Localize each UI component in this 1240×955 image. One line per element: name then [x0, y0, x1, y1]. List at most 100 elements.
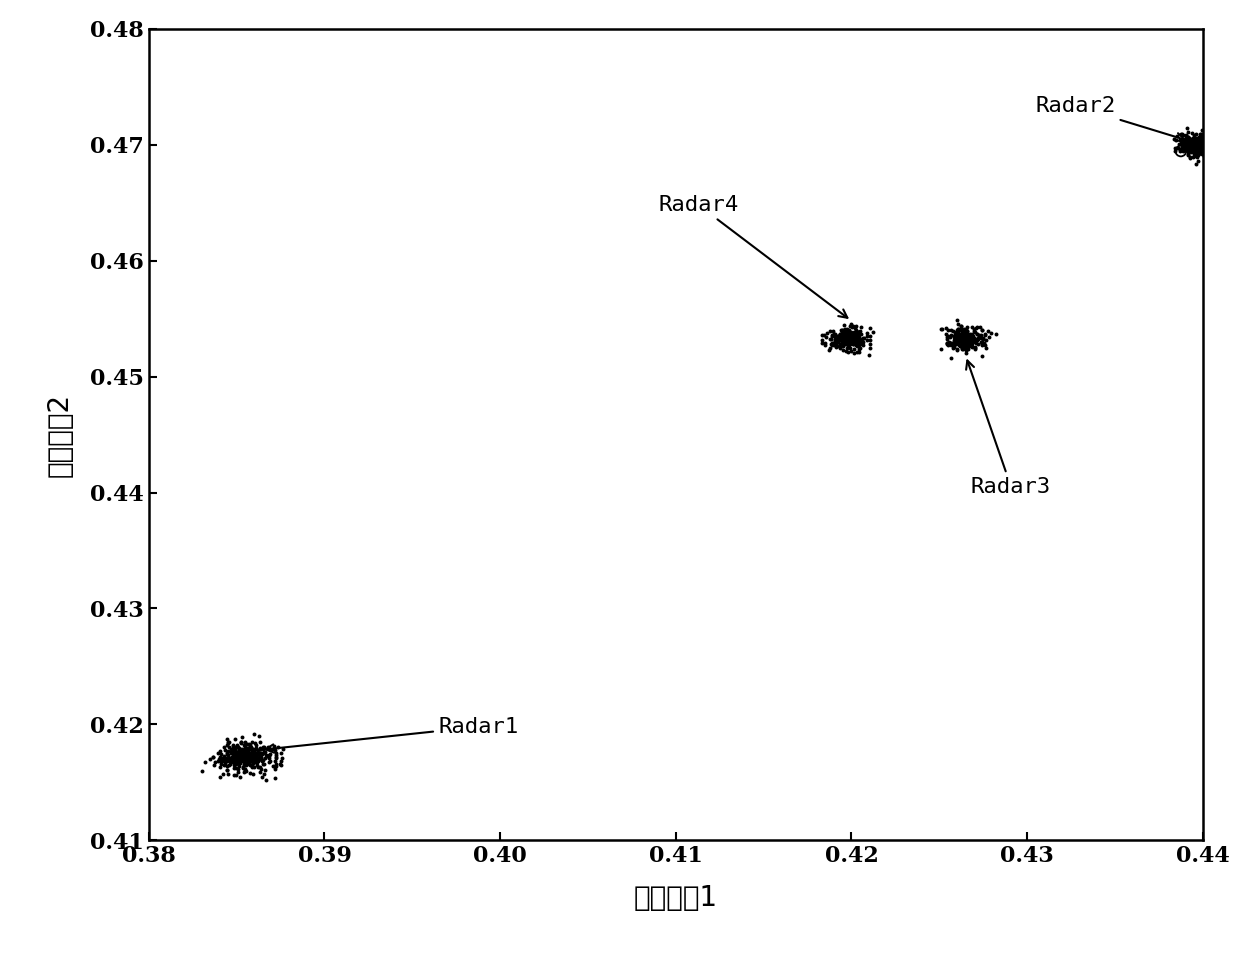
Point: [224, 761, 244, 776]
Point: [848, 324, 868, 339]
Point: [956, 330, 976, 346]
Point: [231, 734, 250, 750]
Point: [238, 747, 258, 762]
Point: [952, 332, 972, 348]
Point: [232, 746, 252, 761]
Point: [1193, 139, 1213, 155]
Point: [846, 331, 866, 347]
Point: [234, 737, 254, 753]
Point: [241, 753, 260, 768]
Point: [224, 767, 244, 782]
Point: [1184, 137, 1204, 152]
Point: [1197, 138, 1216, 154]
Point: [246, 751, 265, 766]
Point: [236, 749, 255, 764]
Point: [831, 336, 851, 351]
Point: [1184, 138, 1204, 153]
Point: [1185, 134, 1205, 149]
Point: [227, 738, 247, 753]
Point: [846, 338, 866, 353]
Point: [223, 748, 243, 763]
Point: [955, 327, 975, 342]
Point: [250, 761, 270, 776]
Point: [231, 750, 250, 765]
Point: [1171, 143, 1190, 159]
Point: [853, 334, 873, 350]
Point: [1198, 135, 1218, 150]
Point: [1172, 136, 1192, 151]
Point: [1197, 137, 1216, 152]
Point: [945, 340, 965, 355]
Point: [253, 745, 273, 760]
Point: [957, 332, 977, 348]
Point: [1188, 135, 1208, 150]
Point: [951, 318, 971, 333]
Point: [221, 751, 241, 766]
Point: [1184, 141, 1204, 157]
Point: [823, 337, 843, 352]
Point: [1192, 138, 1211, 153]
Point: [229, 744, 249, 759]
Point: [961, 332, 981, 348]
Point: [972, 323, 992, 338]
Point: [837, 329, 857, 345]
Point: [835, 333, 854, 349]
Point: [952, 341, 972, 356]
Point: [955, 326, 975, 341]
Point: [1190, 127, 1210, 142]
Point: [231, 734, 250, 750]
Point: [243, 752, 263, 767]
Point: [238, 750, 258, 765]
Point: [949, 324, 968, 339]
Point: [236, 753, 255, 769]
Point: [946, 324, 966, 339]
Point: [232, 745, 252, 760]
Point: [223, 738, 243, 753]
Point: [237, 751, 257, 766]
Point: [238, 743, 258, 758]
Point: [1178, 124, 1198, 139]
Point: [203, 749, 223, 764]
Point: [267, 748, 286, 763]
Point: [242, 746, 262, 761]
Point: [1164, 144, 1184, 159]
Point: [842, 334, 862, 350]
Point: [1192, 137, 1211, 152]
Point: [847, 327, 867, 342]
Point: [954, 329, 973, 345]
Point: [971, 334, 991, 350]
Point: [956, 341, 976, 356]
Point: [1208, 142, 1228, 158]
Point: [226, 753, 246, 769]
Point: [962, 331, 982, 347]
Point: [241, 737, 260, 753]
Point: [833, 334, 853, 350]
Point: [233, 730, 253, 745]
Point: [961, 332, 981, 348]
Point: [1189, 136, 1209, 151]
Point: [243, 750, 263, 765]
Point: [1187, 148, 1207, 163]
Point: [842, 327, 862, 342]
Point: [835, 331, 854, 347]
Point: [211, 756, 231, 772]
Point: [947, 322, 967, 337]
Point: [1189, 138, 1209, 154]
Point: [1173, 127, 1193, 142]
Point: [249, 750, 269, 765]
Point: [265, 750, 285, 765]
Point: [1185, 134, 1205, 149]
Point: [1200, 144, 1220, 159]
Point: [1178, 134, 1198, 149]
Point: [1183, 139, 1203, 155]
Point: [243, 745, 263, 760]
Point: [1187, 140, 1207, 156]
Point: [1189, 135, 1209, 150]
Point: [249, 751, 269, 766]
Point: [263, 741, 283, 756]
Point: [1185, 140, 1205, 156]
Point: [956, 327, 976, 342]
Point: [936, 320, 956, 335]
Point: [833, 323, 853, 338]
Point: [1177, 141, 1197, 157]
